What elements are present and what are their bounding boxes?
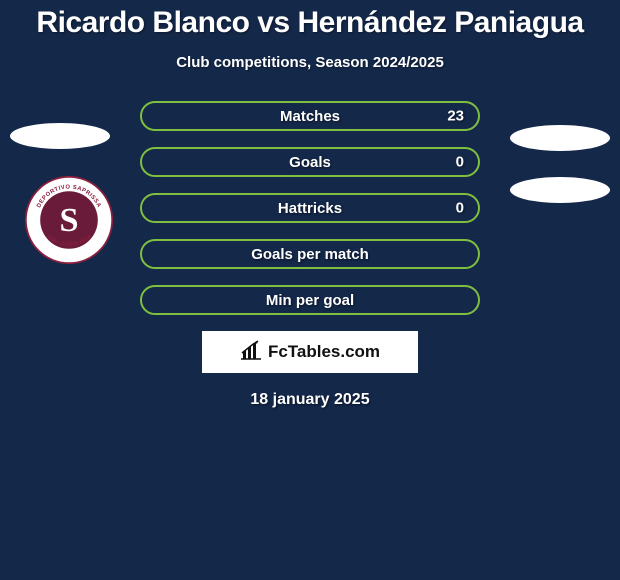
club-badge-saprissa: S DEPORTIVO SAPRISSA 1935 · COSTA RICA — [24, 175, 114, 265]
svg-text:S: S — [59, 202, 78, 239]
brand-logo: FcTables.com — [202, 331, 418, 373]
stat-label: Min per goal — [266, 292, 354, 309]
chart-icon — [240, 340, 262, 365]
stat-value: 0 — [456, 154, 464, 171]
stat-label: Hattricks — [278, 200, 342, 217]
stat-row-goals-per-match: Goals per match — [140, 239, 480, 269]
brand-text: FcTables.com — [268, 342, 380, 362]
stat-row-min-per-goal: Min per goal — [140, 285, 480, 315]
player-right-oval-2 — [510, 177, 610, 203]
stats-list: Matches 23 Goals 0 Hattricks 0 Goals per… — [140, 101, 480, 315]
footer-date: 18 january 2025 — [0, 391, 620, 409]
stat-label: Goals per match — [251, 246, 369, 263]
stat-value: 23 — [447, 108, 464, 125]
subtitle: Club competitions, Season 2024/2025 — [0, 54, 620, 71]
stat-label: Matches — [280, 108, 340, 125]
stat-value: 0 — [456, 200, 464, 217]
player-left-oval — [10, 123, 110, 149]
stat-row-hattricks: Hattricks 0 — [140, 193, 480, 223]
page-title: Ricardo Blanco vs Hernández Paniagua — [0, 0, 620, 40]
stat-row-matches: Matches 23 — [140, 101, 480, 131]
player-right-oval-1 — [510, 125, 610, 151]
stat-label: Goals — [289, 154, 331, 171]
stat-row-goals: Goals 0 — [140, 147, 480, 177]
